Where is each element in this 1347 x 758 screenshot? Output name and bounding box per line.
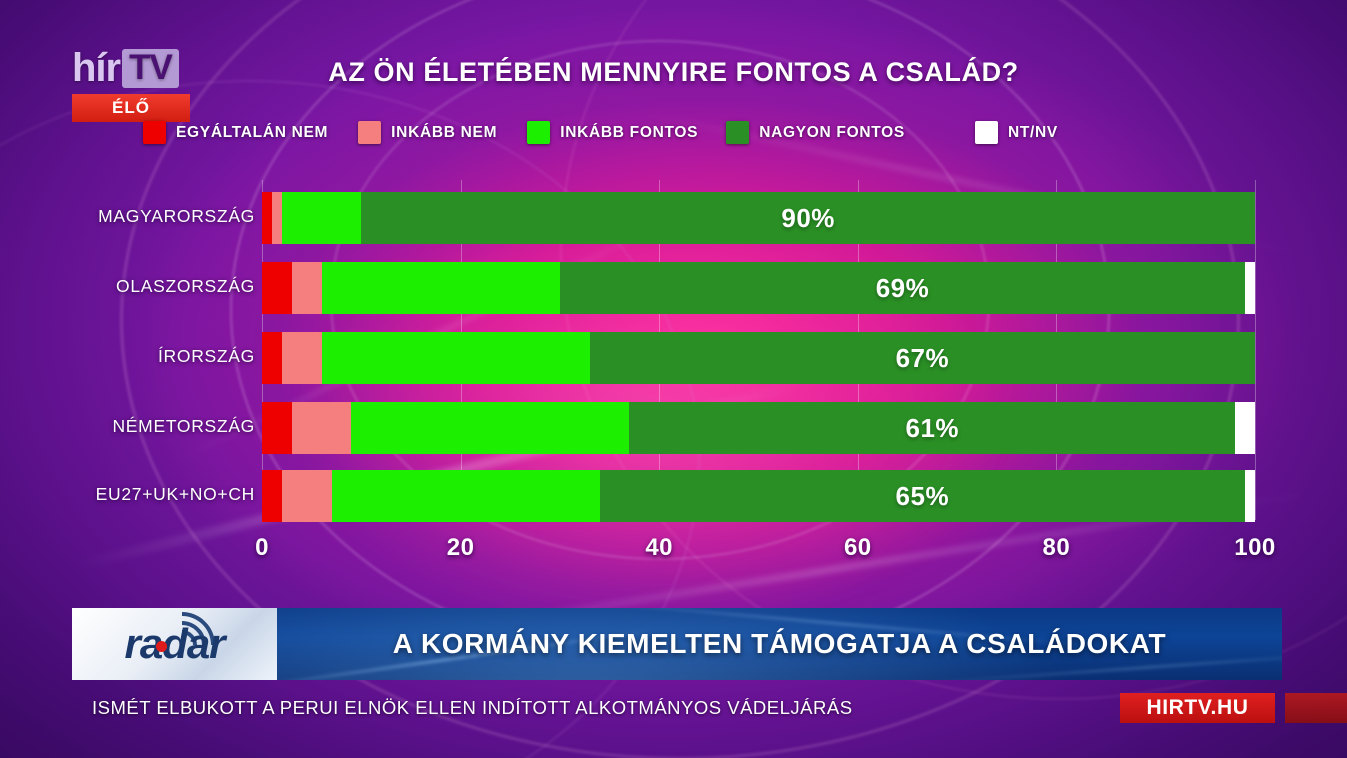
chart-category-label: MAGYARORSZÁG [98, 206, 255, 226]
headline-text: A KORMÁNY KIEMELTEN TÁMOGATJA A CSALÁDOK… [392, 628, 1167, 659]
chart-category-label: EU27+UK+NO+CH [95, 484, 255, 504]
chart-category-label: ÍRORSZÁG [158, 346, 255, 366]
channel-logo-wordmark: hír TV [72, 48, 252, 88]
legend-label: INKÁBB NEM [391, 123, 498, 141]
legend-item-nt-nv: NT/NV [974, 121, 1058, 144]
website-badge-tail [1285, 693, 1347, 723]
legend-item-inkabb-fontos: INKÁBB FONTOS [527, 121, 698, 144]
chart-bar-segment [361, 192, 1255, 244]
chart-x-tick-label: 100 [1234, 534, 1276, 561]
chart-x-tick-label: 80 [1042, 534, 1071, 561]
chart-bar-value-label: 69% [875, 272, 930, 303]
legend-swatch-icon [974, 121, 998, 144]
legend-swatch-icon [143, 121, 166, 144]
lower-third: radar A KORMÁNY KIEMELTEN TÁMOGATJA A CS… [72, 608, 1282, 680]
chart-x-tick-label: 20 [446, 534, 475, 561]
news-ticker: ISMÉT ELBUKOTT A PERUI ELNÖK ELLEN INDÍT… [72, 688, 1347, 728]
chart-bar-row: 90% [262, 192, 1255, 244]
chart-category-label: OLASZORSZÁG [116, 276, 255, 296]
channel-logo-tv-box: TV [122, 48, 179, 88]
legend-item-egyaltalan-nem: EGYÁLTALÁN NEM [143, 121, 328, 144]
chart-x-tick-label: 0 [255, 534, 269, 561]
chart-bar-value-label: 67% [895, 342, 950, 373]
chart-bar-segment [321, 332, 590, 384]
headline-banner: A KORMÁNY KIEMELTEN TÁMOGATJA A CSALÁDOK… [277, 608, 1282, 680]
chart-title: AZ ÖN ÉLETÉBEN MENNYIRE FONTOS A CSALÁD? [328, 57, 1019, 87]
chart-bar-segment [599, 470, 1246, 522]
chart-bar-value-label: 65% [895, 480, 950, 511]
legend-swatch-icon [527, 121, 551, 144]
chart-bar-segment [262, 470, 282, 522]
website-badge: HIRTV.HU [1120, 693, 1275, 723]
channel-logo: hír TV ÉLŐ [72, 48, 252, 122]
legend-item-nagyon-fontos: NAGYON FONTOS [726, 121, 905, 144]
chart-bar-segment [331, 470, 600, 522]
chart-bar-row: 67% [262, 332, 1255, 384]
chart-bar-segment [351, 402, 630, 454]
radar-dot-icon [156, 641, 167, 652]
chart-bar-segment [1245, 470, 1255, 522]
legend-swatch-icon [726, 121, 750, 144]
chart-bar-segment [271, 192, 282, 244]
channel-logo-text: hír [72, 46, 121, 90]
chart-bar-value-label: 61% [905, 412, 960, 443]
program-logo-text: radar [124, 620, 225, 667]
chart-bar-segment [281, 332, 322, 384]
chart-x-axis: 0 20 40 60 80 100 [0, 534, 1347, 568]
chart-category-label: NÉMETORSZÁG [112, 416, 255, 436]
chart-bar-segment [291, 402, 352, 454]
chart-bar-value-label: 90% [781, 202, 835, 233]
legend-label: EGYÁLTALÁN NEM [176, 123, 329, 141]
live-badge: ÉLŐ [72, 94, 190, 122]
legend-label: NT/NV [1007, 123, 1058, 141]
chart-bar-segment [1235, 402, 1255, 454]
legend-label: NAGYON FONTOS [759, 123, 905, 141]
chart-bar-segment [262, 402, 292, 454]
legend-label: INKÁBB FONTOS [560, 123, 699, 141]
chart-bar-row: 61% [262, 402, 1255, 454]
chart-bar-segment [262, 192, 272, 244]
legend-swatch-icon [358, 121, 382, 144]
legend-item-inkabb-nem: INKÁBB NEM [358, 121, 497, 144]
chart-bar-segment [281, 470, 332, 522]
chart-x-tick-label: 60 [843, 534, 872, 561]
chart-legend: EGYÁLTALÁN NEM INKÁBB NEM INKÁBB FONTOS … [143, 121, 1273, 144]
chart-bar-segment [281, 192, 362, 244]
stacked-bar-chart: MAGYARORSZÁG OLASZORSZÁG ÍRORSZÁG NÉMETORSZ… [0, 180, 1347, 568]
chart-gridline [1255, 180, 1256, 520]
chart-bar-segment [321, 262, 560, 314]
chart-bar-segment [262, 332, 282, 384]
chart-bar-row: 65% [262, 470, 1255, 522]
program-logo-radar: radar [72, 608, 277, 680]
ticker-text: ISMÉT ELBUKOTT A PERUI ELNÖK ELLEN INDÍT… [92, 697, 853, 718]
chart-bar-segment [1245, 262, 1255, 314]
chart-bar-segment [629, 402, 1236, 454]
chart-bar-segment [262, 262, 292, 314]
chart-bar-segment [291, 262, 322, 314]
chart-bar-segment [589, 332, 1255, 384]
chart-bar-row: 69% [262, 262, 1255, 314]
chart-x-tick-label: 40 [645, 534, 674, 561]
chart-bar-segment [559, 262, 1246, 314]
